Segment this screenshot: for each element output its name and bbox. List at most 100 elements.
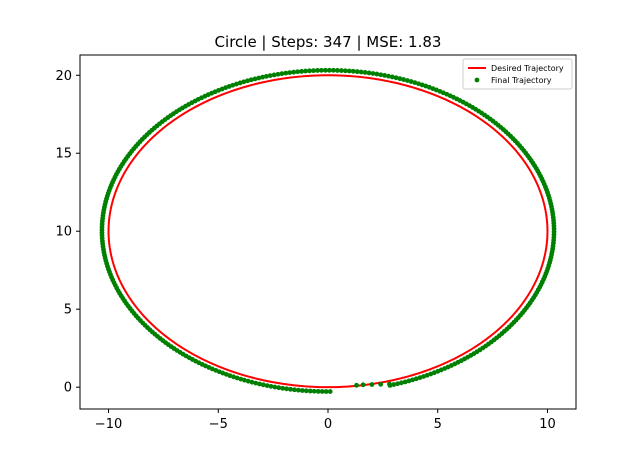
trajectory-point [295,69,300,75]
trajectory-point [378,72,384,78]
trajectory-point [248,77,254,83]
trajectory-point [292,387,297,393]
trajectory-point [369,382,375,387]
trajectory-point [358,69,364,75]
trajectory-point [330,67,336,73]
trajectory-point [311,68,316,74]
trajectory-point [238,376,244,382]
trajectory-point [360,382,366,388]
trajectory-point [252,76,258,82]
trajectory-point [268,383,274,389]
trajectory-point [271,72,277,78]
trajectory-point [307,388,313,394]
trajectory-point [227,373,233,379]
trajectory-point [241,79,247,85]
trajectory-point [263,73,269,79]
trajectory-point [323,389,329,394]
trajectory-point [395,381,401,387]
trajectory-point [350,68,356,74]
trajectory-point [362,70,368,75]
trajectory-point [303,388,309,394]
trajectory-point [402,379,408,385]
trajectory-point [386,73,391,79]
trajectory-point [230,82,236,88]
trajectory-point [288,386,293,392]
trajectory-point [412,80,418,86]
trajectory-point [387,382,393,388]
x-tick-label: 0 [324,417,332,432]
x-tick-label: 10 [539,417,556,432]
trajectory-point [245,378,251,384]
trajectory-point [311,388,317,394]
legend-desired-label: Desired Trajectory [491,64,564,73]
legend: Desired Trajectory Final Trajectory [462,58,573,90]
x-tick-label: −5 [209,417,228,432]
x-tick-label: 5 [434,417,442,432]
trajectory-point [299,68,304,74]
trajectory-point [338,68,344,73]
trajectory-point [249,379,255,385]
x-axis: −10 −5 0 5 10 [95,409,556,432]
trajectory-point [260,382,266,388]
trajectory-point [406,378,412,384]
trajectory-point [354,382,359,388]
trajectory-point [237,80,243,86]
trajectory-point [397,76,403,82]
trajectory-point [374,71,380,77]
trajectory-point [257,381,262,387]
trajectory-point [280,385,286,391]
trajectory-point [421,374,426,379]
trajectory-point [287,70,293,75]
trajectory-point [327,389,333,394]
trajectory-point [319,389,325,394]
trajectory-point [234,81,239,87]
trajectory-point [389,74,395,80]
y-tick-label: 0 [64,381,72,396]
trajectory-point [307,68,312,74]
y-tick-label: 20 [55,69,72,84]
y-tick-label: 5 [64,303,72,318]
trajectory-point [272,384,278,390]
trajectory-point [323,67,328,73]
trajectory-point [419,82,425,88]
trajectory-point [275,71,281,77]
chart-title: Circle | Steps: 347 | MSE: 1.83 [215,33,442,51]
trajectory-point [284,386,289,392]
trajectory-point [234,375,240,381]
trajectory-point [276,385,282,391]
trajectory-point [393,75,399,81]
trajectory-point [315,388,321,394]
trajectory-point [378,381,384,387]
trajectory-point [408,79,414,84]
y-tick-label: 15 [55,147,72,162]
trajectory-point [245,78,250,84]
trajectory-point [417,375,423,381]
final-trajectory-points [99,67,557,394]
trajectory-point [315,68,320,73]
trajectory-point [370,71,376,76]
trajectory-point [299,388,305,393]
trajectory-point [401,77,407,82]
trajectory-point [416,81,421,87]
trajectory-point [382,73,388,78]
trajectory-point [423,83,429,89]
trajectory-point [399,380,404,386]
x-tick-label: −10 [95,417,122,432]
trajectory-point [327,67,332,73]
trajectory-point [354,69,360,75]
trajectory-point [366,70,372,76]
trajectory-point [346,68,352,74]
trajectory-point [264,383,270,389]
trajectory-point [260,74,265,80]
plot-area [99,67,557,394]
trajectory-point [283,70,289,76]
trajectory-point [342,68,348,74]
legend-final-label: Final Trajectory [491,76,552,85]
trajectory-point [391,382,397,387]
trajectory-point [267,73,273,79]
trajectory-point [242,377,247,383]
desired-trajectory-line [107,74,549,389]
trajectory-point [295,387,301,393]
y-axis: 0 5 10 15 20 [55,69,80,396]
